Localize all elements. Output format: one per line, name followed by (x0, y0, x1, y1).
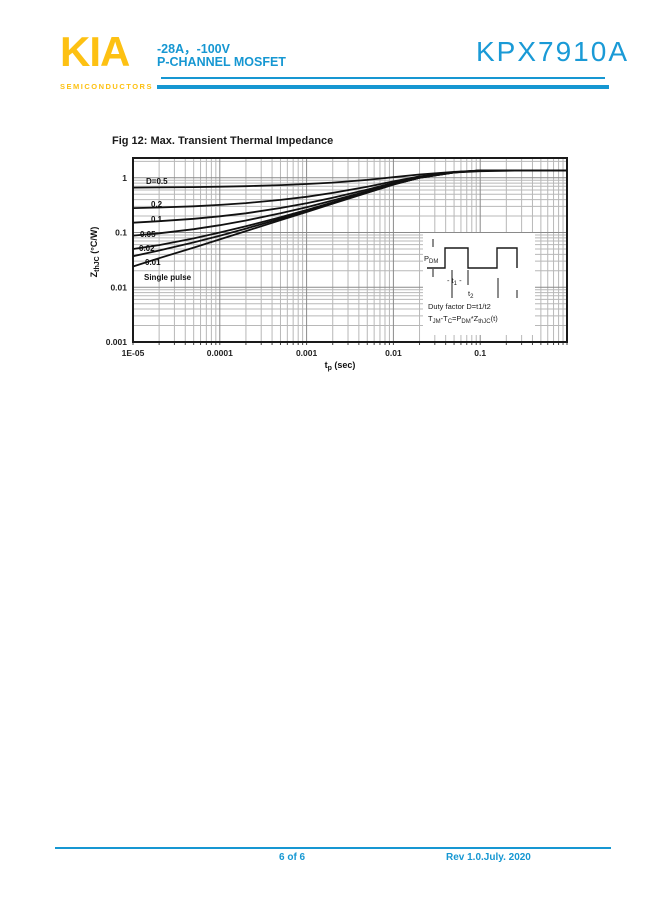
plot-border (132, 157, 568, 343)
device-type-line: P-CHANNEL MOSFET (157, 55, 286, 69)
y-tick-label: 1 (122, 173, 127, 183)
curve-0.2 (132, 169, 567, 209)
thermal-formula-text: TJM-TC=PDM*ZthJC(t) (428, 314, 498, 325)
pulse-waveform (427, 247, 518, 269)
curve-D=0.5 (132, 169, 567, 189)
time-dimension-ticks (451, 270, 518, 298)
chart-svg: PDM - t1 - t2 Duty factor D=t1/t2 TJM-TC… (89, 157, 568, 372)
curve-label: 0.2 (151, 200, 163, 209)
kia-logo: KIA (60, 28, 130, 75)
x-tick-label: 0.0001 (207, 348, 233, 358)
curve-label: 0.05 (140, 230, 156, 239)
header-rule-thin (161, 77, 605, 79)
curve-label: D=0.5 (146, 177, 168, 186)
x-tick-label: 0.1 (474, 348, 486, 358)
plot-frame (132, 157, 568, 343)
page-number: 6 of 6 (279, 852, 306, 863)
curve-Single-pulse (132, 169, 567, 268)
header-rule-thick (157, 85, 609, 89)
curve-label: 0.01 (145, 258, 161, 267)
chart-curves (132, 169, 567, 268)
x-tick-label: 1E-05 (122, 348, 145, 358)
revision-label: Rev 1.0.July. 2020 (446, 852, 531, 863)
duty-factor-text: Duty factor D=t1/t2 (428, 302, 491, 311)
rating-line: -28A，-100V (157, 42, 230, 56)
figure-title: Fig 12: Max. Transient Thermal Impedance (112, 135, 334, 147)
t1-label: - t1 - (447, 276, 462, 287)
logo-subtitle: SEMICONDUCTORS (60, 82, 153, 91)
thermal-impedance-chart: PDM - t1 - t2 Duty factor D=t1/t2 TJM-TC… (0, 0, 649, 420)
chart-text: D=0.5 0.2 0.1 0.05 0.02 0.01 Single pulse 1E-05… (89, 173, 486, 372)
y-axis-label: ZthJC (°C/W) (89, 227, 101, 278)
y-tick-label: 0.01 (110, 282, 127, 292)
footer-rule (55, 847, 611, 849)
t2-label: t2 (468, 289, 474, 300)
part-number: KPX7910A (476, 36, 629, 67)
pulse-diagram-inset: PDM - t1 - t2 Duty factor D=t1/t2 TJM-TC… (423, 233, 535, 335)
x-tick-label: 0.001 (296, 348, 318, 358)
curve-label: Single pulse (144, 273, 192, 282)
x-tick-label: 0.01 (385, 348, 402, 358)
curve-label: 0.02 (139, 244, 155, 253)
curve-label: 0.1 (151, 215, 163, 224)
y-tick-label: 0.1 (115, 228, 127, 238)
pdm-label: PDM (424, 254, 438, 265)
x-axis-label: tp (sec) (325, 360, 356, 372)
y-tick-label: 0.001 (106, 337, 128, 347)
